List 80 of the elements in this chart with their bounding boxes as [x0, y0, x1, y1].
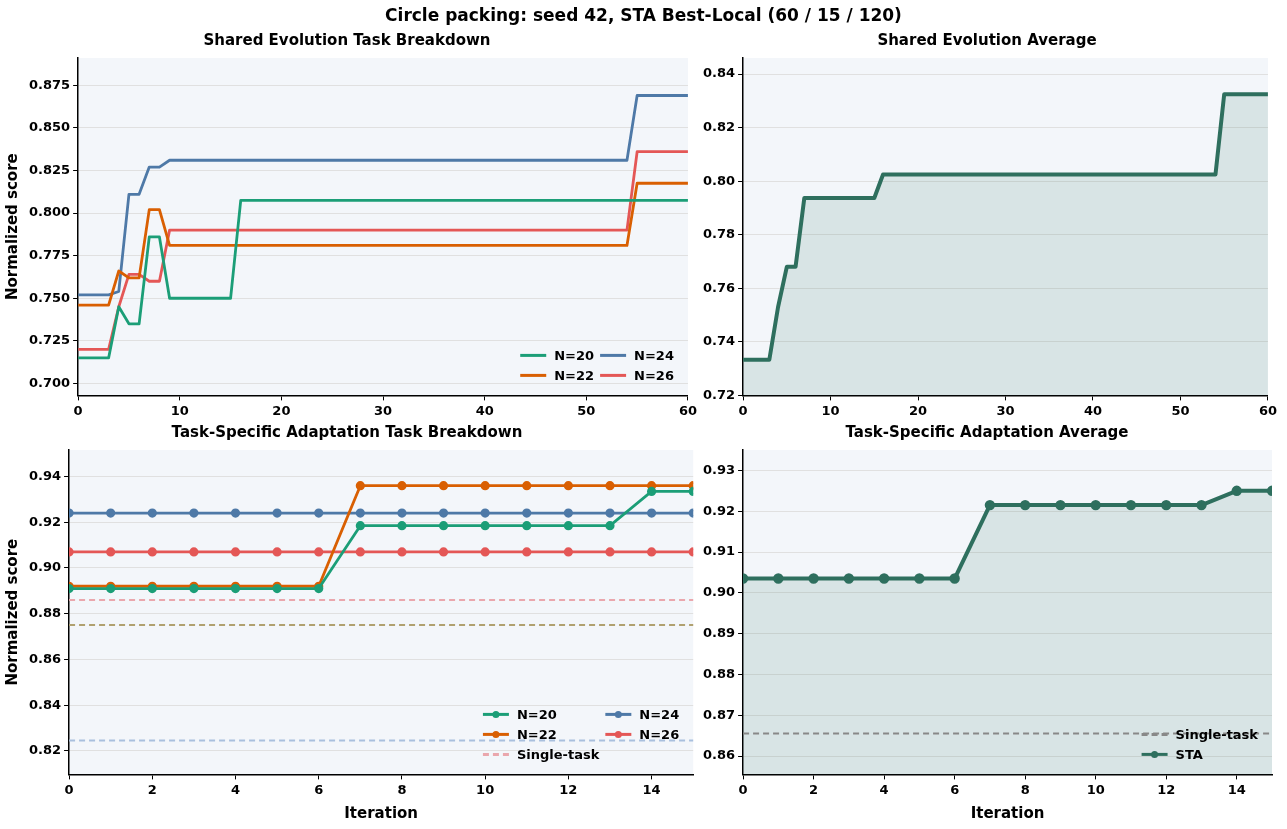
y-tick-label: 0.850: [29, 119, 71, 135]
chart-title: Task-Specific Adaptation Average: [845, 422, 1129, 441]
y-tick-label: 0.88: [29, 605, 62, 621]
y-tick-label: 0.725: [29, 332, 71, 348]
x-tick-label: 6: [314, 781, 324, 797]
y-tick-label: 0.89: [703, 625, 736, 640]
x-tick-label: 50: [1171, 402, 1190, 418]
legend-label: N=24: [634, 347, 674, 363]
y-tick-label: 0.94: [29, 467, 62, 483]
y-tick-label: 0.76: [703, 279, 736, 295]
x-tick-label: 20: [272, 402, 291, 418]
x-tick-label: 4: [879, 781, 889, 797]
y-tick-label: 0.800: [29, 204, 71, 220]
x-axis-title: Iteration: [970, 803, 1045, 822]
x-tick-label: 0: [738, 402, 748, 418]
y-tick-label: 0.90: [29, 559, 62, 575]
y-tick-label: 0.875: [29, 76, 71, 92]
y-tick-label: 0.78: [703, 226, 736, 242]
y-tick-label: 0.825: [29, 161, 71, 177]
x-tick-label: 0: [738, 781, 748, 797]
legend-label: STA: [1175, 746, 1203, 762]
x-tick-label: 30: [996, 402, 1015, 418]
y-tick-label: 0.88: [703, 665, 736, 681]
x-tick-label: 20: [908, 402, 928, 418]
legend-label: Single-task: [516, 746, 600, 762]
x-tick-label: 0: [64, 781, 74, 797]
y-tick-label: 0.86: [703, 747, 736, 763]
x-tick-label: 12: [1157, 781, 1176, 797]
y-tick-label: 0.91: [703, 543, 736, 559]
y-tick-label: 0.82: [29, 742, 62, 758]
x-tick-label: 30: [373, 402, 393, 418]
y-tick-label: 0.84: [703, 65, 736, 81]
x-tick-label: 40: [1083, 402, 1103, 418]
legend-label: N=26: [634, 367, 674, 383]
legend-label: N=20: [516, 706, 557, 722]
y-tick-label: 0.87: [703, 706, 736, 722]
y-tick-label: 0.92: [29, 513, 62, 529]
y-tick-label: 0.86: [29, 650, 62, 666]
x-tick-label: 50: [577, 402, 596, 418]
legend-label: N=22: [554, 367, 595, 383]
x-tick-label: 12: [559, 781, 578, 797]
y-tick-label: 0.82: [703, 119, 736, 134]
chart-title: Shared Evolution Task Breakdown: [203, 30, 491, 49]
text: Circle packing: seed 42, STA Best-Local (60 / 15 / 120): [384, 5, 903, 25]
x-tick-label: 10: [476, 781, 495, 797]
legend-label: N=24: [639, 706, 680, 722]
x-tick-label: 14: [1227, 781, 1246, 797]
y-tick-label: 0.80: [703, 172, 736, 188]
x-axis-title: Iteration: [344, 803, 419, 822]
legend-label: N=26: [639, 726, 680, 742]
y-axis-title: Normalized score: [2, 153, 21, 301]
x-tick-label: 2: [147, 781, 157, 797]
x-tick-label: 40: [475, 402, 494, 418]
x-tick-label: 14: [642, 781, 661, 797]
x-tick-label: 0: [73, 402, 83, 418]
y-tick-label: 0.775: [29, 247, 71, 263]
legend-label: N=22: [516, 726, 557, 742]
y-axis-title: Normalized score: [2, 538, 21, 686]
x-tick-label: 6: [950, 781, 960, 797]
legend-label: N=20: [554, 347, 595, 363]
x-tick-label: 10: [170, 402, 189, 418]
x-tick-label: 2: [809, 781, 819, 797]
y-tick-label: 0.750: [29, 289, 71, 305]
x-tick-label: 60: [1258, 402, 1277, 418]
y-tick-label: 0.92: [703, 502, 736, 518]
x-tick-label: 4: [230, 781, 241, 797]
y-tick-label: 0.84: [29, 696, 62, 712]
x-tick-label: 10: [1086, 781, 1105, 797]
ref-line-label: Single-task: [1175, 726, 1259, 742]
y-tick-label: 0.72: [703, 386, 736, 402]
chart-title: Task-Specific Adaptation Task Breakdown: [171, 422, 523, 441]
x-tick-label: 10: [821, 402, 840, 418]
chart-title: Shared Evolution Average: [877, 30, 1097, 49]
x-tick-label: 60: [678, 402, 697, 418]
y-tick-label: 0.74: [703, 333, 736, 349]
y-tick-label: 0.90: [703, 584, 736, 600]
x-tick-label: 8: [397, 781, 407, 797]
y-tick-label: 0.93: [703, 461, 736, 477]
x-tick-label: 8: [1020, 781, 1030, 797]
y-tick-label: 0.700: [29, 374, 71, 390]
